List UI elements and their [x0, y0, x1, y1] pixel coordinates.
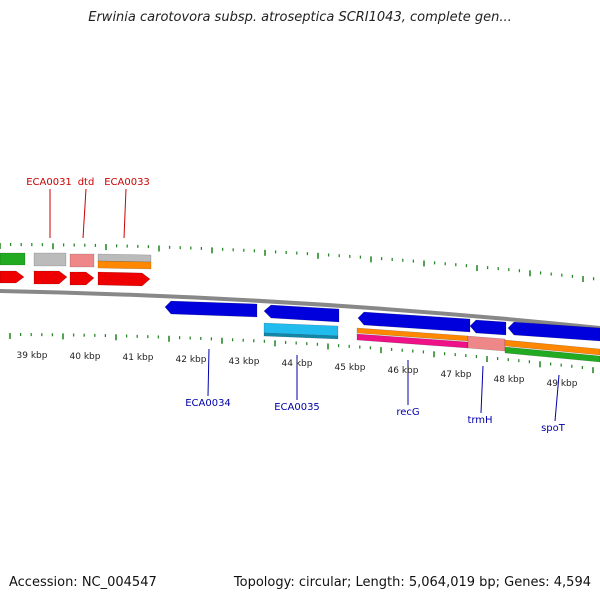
kbp-label: 49 kbp — [547, 379, 578, 389]
kbp-label: 42 kbp — [176, 355, 207, 365]
feature-pink-trmh[interactable] — [467, 335, 506, 352]
kbp-label: 47 kbp — [441, 370, 472, 380]
gene-label-trmh[interactable]: trmH — [467, 415, 492, 426]
gene-label-eca0033[interactable]: ECA0033 — [104, 177, 150, 188]
kbp-label: 48 kbp — [494, 375, 525, 385]
feature-green-spot[interactable] — [504, 346, 600, 363]
gene-arrow-eca0031[interactable] — [33, 270, 68, 285]
accession-text: Accession: NC_004547 — [9, 575, 157, 590]
map-title: Erwinia carotovora subsp. atroseptica SC… — [88, 10, 512, 25]
kbp-label: 40 kbp — [70, 352, 101, 362]
feature-green-left[interactable] — [0, 252, 26, 266]
gene-arrow-eca0034[interactable] — [164, 300, 258, 318]
feature-orange-spot[interactable] — [504, 339, 600, 356]
connector-spot — [554, 374, 560, 422]
gene-label-dtd[interactable]: dtd — [78, 177, 95, 188]
genome-summary-text: Topology: circular; Length: 5,064,019 bp… — [233, 575, 591, 590]
gene-arrow-left[interactable] — [0, 270, 25, 284]
gene-arrow-eca0033[interactable] — [97, 271, 151, 287]
feature-orange-eca0033[interactable] — [97, 260, 152, 270]
outer-tick-ring — [0, 243, 595, 283]
kbp-label: 45 kbp — [335, 363, 366, 373]
feature-pink-dtd[interactable] — [69, 253, 95, 268]
kbp-label: 39 kbp — [17, 351, 48, 361]
gene-arrow-eca0035[interactable] — [263, 304, 340, 323]
gene-label-eca0035[interactable]: ECA0035 — [274, 402, 320, 413]
kbp-label: 44 kbp — [282, 359, 313, 369]
feature-gray-eca0033[interactable] — [97, 253, 152, 263]
gene-arrow-recg[interactable] — [357, 311, 471, 333]
kbp-label: 46 kbp — [388, 366, 419, 376]
genome-backbone — [0, 289, 600, 330]
feature-gray-eca0031[interactable] — [33, 252, 67, 267]
connector-eca0033 — [123, 188, 127, 239]
connector-eca0034 — [207, 348, 210, 397]
kbp-label: 41 kbp — [123, 353, 154, 363]
gene-label-eca0034[interactable]: ECA0034 — [185, 398, 231, 409]
gene-arrow-dtd[interactable] — [69, 271, 95, 286]
gene-label-spot[interactable]: spoT — [541, 423, 566, 434]
inner-tick-ring — [9, 333, 594, 374]
connector-dtd — [82, 188, 87, 239]
gene-arrow-trmh[interactable] — [469, 319, 507, 336]
kbp-label: 43 kbp — [229, 357, 260, 367]
gene-label-eca0031[interactable]: ECA0031 — [26, 177, 72, 188]
connector-trmh — [480, 365, 484, 414]
feature-cyan-eca0035-edge — [263, 332, 339, 340]
gene-arrow-spot[interactable] — [507, 321, 600, 342]
gene-label-recg[interactable]: recG — [396, 407, 419, 418]
